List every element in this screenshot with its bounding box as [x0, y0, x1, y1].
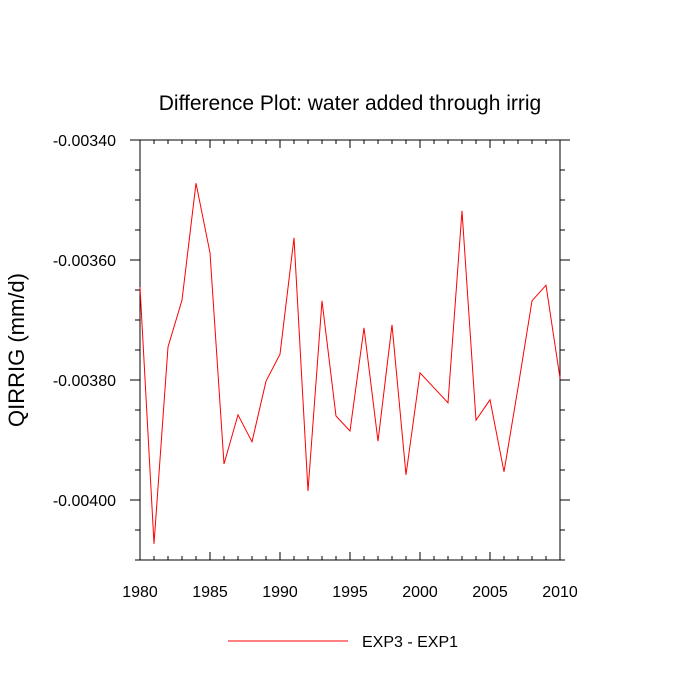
x-tick-label: 1995 [332, 584, 368, 601]
x-tick-label: 2000 [402, 584, 438, 601]
y-tick-label: -0.00400 [53, 493, 116, 510]
chart-title: Difference Plot: water added through irr… [159, 92, 542, 115]
series-line-exp3-exp1 [139, 183, 561, 544]
x-tick-label: 1985 [192, 584, 228, 601]
y-tick-label: -0.00340 [53, 133, 116, 150]
y-axis-label: QIRRIG (mm/d) [4, 273, 29, 427]
legend: EXP3 - EXP1 [228, 634, 458, 651]
x-tick-label: 1980 [122, 584, 158, 601]
y-tick-label: -0.00360 [53, 253, 116, 270]
x-tick-label: 1990 [262, 584, 298, 601]
y-tick-label: -0.00380 [53, 373, 116, 390]
x-tick-label: 2010 [542, 584, 578, 601]
x-tick-label: 2005 [472, 584, 508, 601]
legend-label: EXP3 - EXP1 [362, 634, 458, 651]
